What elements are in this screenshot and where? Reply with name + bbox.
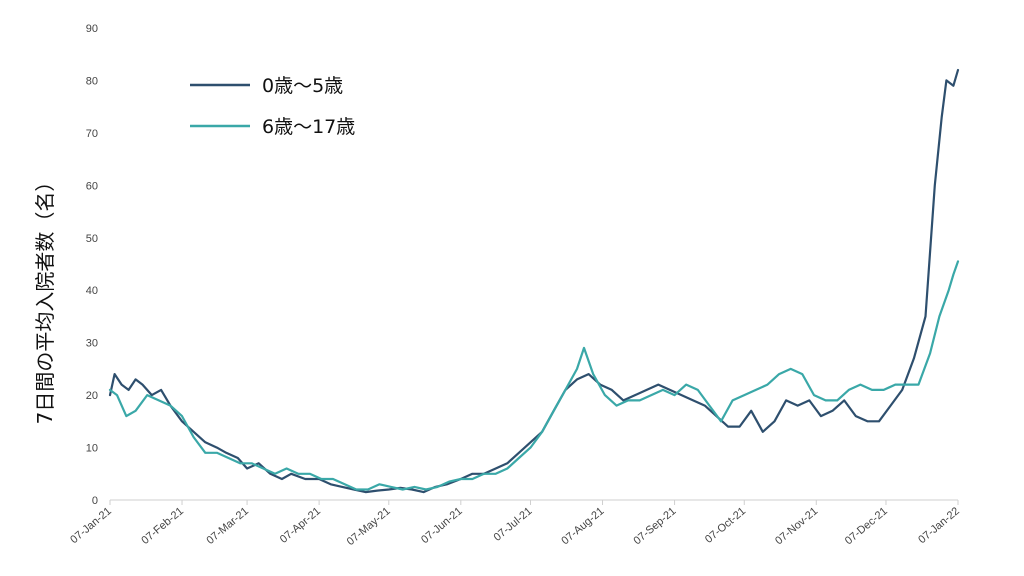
y-tick-label: 0 bbox=[92, 495, 98, 507]
y-tick-label: 10 bbox=[86, 443, 98, 455]
x-tick-label: 07-Aug-21 bbox=[559, 505, 606, 547]
x-tick-label: 07-Jan-21 bbox=[68, 505, 114, 546]
x-tick-label: 07-Nov-21 bbox=[773, 505, 820, 547]
x-tick-label: 07-Dec-21 bbox=[843, 505, 890, 547]
x-tick-label: 07-May-21 bbox=[345, 505, 393, 548]
y-axis-label: 7日間の平均入院者数（名） bbox=[33, 172, 57, 425]
y-tick-label: 50 bbox=[86, 233, 98, 245]
series-line-0-5 bbox=[108, 68, 960, 494]
x-tick-label: 07-Jul-21 bbox=[492, 505, 535, 544]
y-tick-label: 90 bbox=[86, 23, 98, 35]
y-tick-label: 40 bbox=[86, 285, 98, 297]
x-tick-label: 07-Apr-21 bbox=[278, 505, 323, 546]
legend: 0歳〜5歳 6歳〜17歳 bbox=[190, 75, 355, 138]
x-tick-label: 07-Jan-22 bbox=[916, 505, 962, 546]
legend-label-0-5: 0歳〜5歳 bbox=[262, 75, 343, 97]
x-tick-label: 07-Feb-21 bbox=[139, 505, 186, 547]
y-tick-label: 20 bbox=[86, 390, 98, 402]
y-tick-label: 80 bbox=[86, 75, 98, 87]
x-tick-label: 07-Sep-21 bbox=[631, 505, 678, 547]
y-tick-label: 30 bbox=[86, 338, 98, 350]
x-tick-label: 07-Jun-21 bbox=[419, 505, 465, 546]
axes: 0 10 20 30 40 50 60 70 80 90 07-Jan-21 07-Feb-21 07-… bbox=[68, 23, 962, 548]
series-layer bbox=[108, 68, 960, 494]
x-tick-label: 07-Oct-21 bbox=[703, 505, 748, 546]
y-tick-label: 70 bbox=[86, 128, 98, 140]
y-tick-label: 60 bbox=[86, 180, 98, 192]
x-tick-label: 07-Mar-21 bbox=[204, 505, 251, 547]
series-line-6-17 bbox=[108, 260, 960, 491]
legend-label-6-17: 6歳〜17歳 bbox=[262, 116, 355, 138]
